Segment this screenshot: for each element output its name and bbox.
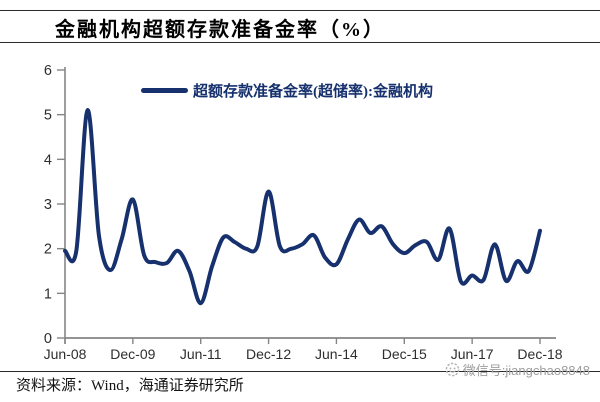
legend-line-swatch [141,88,188,93]
x-tick-label: Dec-15 [382,346,427,362]
y-tick-label: 5 [44,108,52,124]
legend-label: 超额存款准备金率(超储率):金融机构 [193,84,433,100]
x-tick-label: Dec-09 [110,346,155,362]
y-tick-label: 1 [44,286,52,302]
y-tick-label: 4 [44,152,52,168]
watermark-text: 微信号:jiangchao8848 [462,363,590,378]
title-divider [0,42,600,43]
x-tick-label: Jun-11 [180,346,222,362]
data-source-note: 资料来源：Wind，海通证券研究所 [16,378,244,394]
bottom-divider [0,371,600,372]
top-divider [0,10,600,11]
x-tick-label: Jun-14 [315,346,358,362]
wechat-watermark: 微信号:jiangchao8848 [445,360,590,379]
x-tick-label: Dec-18 [517,346,562,362]
y-tick-label: 6 [44,63,52,79]
y-tick-label: 2 [44,242,52,258]
wechat-avatar-icon [445,362,460,377]
x-tick-label: Dec-12 [246,346,291,362]
series-line [63,108,542,306]
y-tick-label: 0 [44,331,52,347]
x-tick-label: Jun-08 [44,346,87,362]
y-tick-label: 3 [44,197,52,213]
x-tick-label: Jun-17 [451,346,494,362]
chart-title: 金融机构超额存款准备金率（%） [55,19,385,41]
chart-legend: 超额存款准备金率(超储率):金融机构 [141,80,433,101]
